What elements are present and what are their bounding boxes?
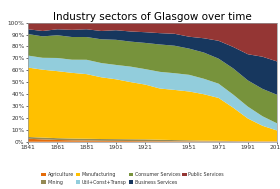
Title: Industry sectors of Glasgow over time: Industry sectors of Glasgow over time [53, 12, 252, 22]
Legend: Agriculture, Mining, Manufacturing, Util+Const+Transp, Consumer Services, Busine: Agriculture, Mining, Manufacturing, Util… [39, 170, 226, 186]
